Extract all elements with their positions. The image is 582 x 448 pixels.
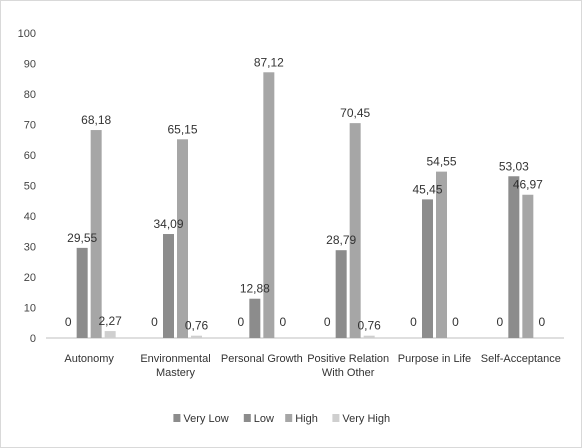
bar	[508, 176, 520, 338]
y-tick-label: 50	[24, 181, 36, 193]
legend-label: High	[295, 413, 318, 425]
data-label: 53,03	[499, 159, 529, 173]
x-tick-label: Self-Acceptance	[481, 353, 561, 365]
data-label: 0	[279, 315, 286, 329]
bar	[363, 335, 375, 338]
bar	[436, 171, 447, 338]
legend-label: Very High	[342, 413, 390, 425]
data-label: 28,79	[326, 233, 356, 247]
data-label: 0	[65, 315, 72, 329]
y-tick-label: 20	[24, 272, 36, 284]
bar	[191, 335, 202, 338]
data-label: 0	[151, 315, 158, 329]
bar	[177, 139, 188, 338]
y-axis: 0 10 20 30 40 50 60 70 80 90 100	[18, 28, 36, 345]
data-label: 0	[538, 315, 545, 329]
x-tick-label: Autonomy	[64, 353, 114, 365]
data-label: 34,09	[153, 217, 183, 231]
data-label: 2,27	[98, 314, 122, 328]
legend-swatch	[243, 414, 251, 422]
bar	[349, 123, 361, 338]
data-label: 87,12	[254, 55, 284, 69]
x-axis: Autonomy Environmental Mastery Personal Gro…	[46, 337, 564, 379]
bar	[522, 194, 534, 338]
bar	[249, 298, 261, 338]
data-label: 0	[452, 315, 459, 329]
legend-swatch	[173, 414, 181, 422]
y-tick-label: 70	[24, 120, 36, 132]
data-label: 46,97	[513, 178, 543, 192]
y-tick-label: 10	[24, 303, 36, 315]
data-label: 65,15	[167, 122, 197, 136]
x-tick-label: Purpose in Life	[398, 353, 471, 365]
y-tick-label: 90	[24, 59, 36, 71]
data-label: 0	[324, 315, 331, 329]
legend-swatch	[332, 414, 340, 422]
bar	[335, 250, 347, 338]
legend-label: Low	[254, 413, 274, 425]
bar	[163, 234, 174, 338]
data-label: 68,18	[81, 113, 111, 127]
bar	[90, 130, 102, 338]
data-label: 0,76	[357, 319, 381, 333]
y-tick-label: 40	[24, 211, 36, 223]
y-tick-label: 60	[24, 150, 36, 162]
x-tick-label: Personal Growth	[221, 353, 303, 365]
data-label: 12,88	[240, 282, 270, 296]
y-tick-label: 30	[24, 242, 36, 254]
bar	[422, 199, 433, 338]
x-tick-label: Environmental Mastery	[140, 353, 210, 379]
data-labels: 0 0 0 0 0 0 29,55 34,09 12,88 28,79 45,45 53,03 68,1…	[65, 55, 546, 332]
bar	[76, 247, 88, 338]
y-tick-label: 0	[30, 333, 36, 345]
bars	[76, 72, 534, 338]
data-label: 0	[237, 315, 244, 329]
legend-label: Very Low	[183, 413, 228, 425]
bar	[104, 331, 116, 338]
y-tick-label: 100	[18, 28, 36, 40]
data-label: 0	[496, 315, 503, 329]
legend: Very Low Low High Very High	[173, 413, 390, 425]
data-label: 29,55	[67, 231, 97, 245]
data-label: 0,76	[185, 319, 209, 333]
bar	[263, 72, 275, 338]
data-label: 54,55	[426, 155, 456, 169]
data-label: 45,45	[412, 182, 442, 196]
data-label: 70,45	[340, 106, 370, 120]
legend-swatch	[285, 414, 293, 422]
y-tick-label: 80	[24, 89, 36, 101]
data-label: 0	[410, 315, 417, 329]
x-tick-label: Positive Relation With Other	[307, 353, 389, 379]
